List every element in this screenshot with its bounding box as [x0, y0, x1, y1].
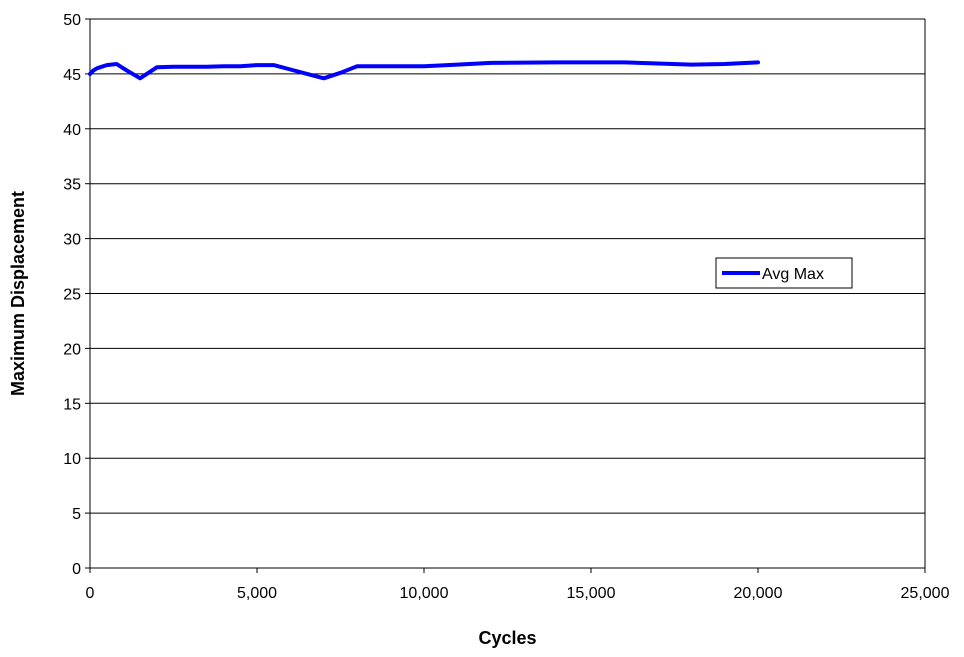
- legend-label-avg-max: Avg Max: [762, 266, 824, 283]
- x-axis-title: Cycles: [478, 628, 536, 648]
- x-tick-label-0: 0: [86, 585, 95, 602]
- y-tick-label-8: 40: [63, 122, 81, 139]
- series-line-avg-max: [88, 60, 760, 81]
- gridlines: [90, 18, 925, 514]
- y-tick-label-7: 35: [63, 177, 81, 194]
- x-tick-label-5: 25,000: [901, 585, 950, 602]
- x-tick-label-3: 15,000: [567, 585, 616, 602]
- y-tick-label-4: 20: [63, 341, 81, 358]
- y-tick-label-3: 15: [63, 396, 81, 413]
- x-axis-ticks: 0 5,000 10,000 15,000 20,000 25,000: [86, 568, 950, 602]
- x-tick-label-4: 20,000: [734, 585, 783, 602]
- y-tick-label-2: 10: [63, 451, 81, 468]
- x-tick-label-1: 5,000: [237, 585, 277, 602]
- y-tick-label-5: 25: [63, 287, 81, 304]
- x-tick-label-2: 10,000: [400, 585, 449, 602]
- legend: Avg Max: [715, 257, 853, 289]
- y-axis-ticks: 0 5 10 15 20 25 30 35 40 45 50: [63, 12, 90, 578]
- y-tick-label-9: 45: [63, 67, 81, 84]
- y-tick-label-1: 5: [72, 506, 81, 523]
- y-tick-label-10: 50: [63, 12, 81, 29]
- y-axis-title: Maximum Displacement: [8, 191, 28, 396]
- y-tick-label-0: 0: [72, 561, 81, 578]
- y-tick-label-6: 30: [63, 232, 81, 249]
- series-lines: [88, 60, 760, 81]
